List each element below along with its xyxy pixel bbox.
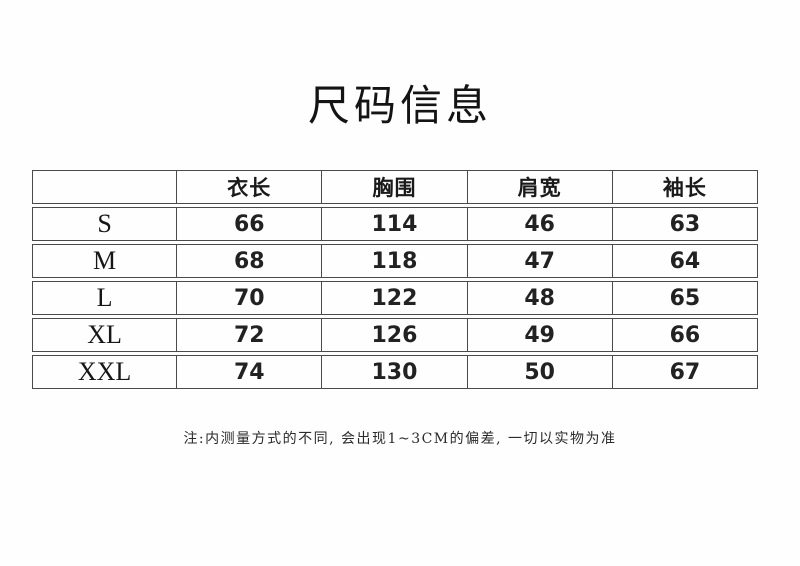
- header-sleeve-length: 袖长: [612, 170, 758, 204]
- header-empty-cell: [32, 170, 178, 204]
- size-table: 衣长 胸围 肩宽 袖长 S 66 114 46 63 M 68 118 47 6…: [32, 167, 758, 392]
- value-bust: 114: [322, 207, 468, 241]
- size-label: XXL: [32, 355, 178, 389]
- value-garment-length: 74: [177, 355, 323, 389]
- measurement-note: 注:内测量方式的不同, 会出现1~3CM的偏差, 一切以实物为准: [183, 431, 617, 447]
- size-label: M: [32, 244, 178, 278]
- table-row-l: L 70 122 48 65: [32, 281, 758, 315]
- value-bust: 122: [322, 281, 468, 315]
- value-bust: 126: [322, 318, 468, 352]
- header-shoulder-width: 肩宽: [467, 170, 613, 204]
- value-bust: 130: [322, 355, 468, 389]
- value-garment-length: 70: [177, 281, 323, 315]
- value-shoulder-width: 49: [467, 318, 613, 352]
- table-row-xl: XL 72 126 49 66: [32, 318, 758, 352]
- value-sleeve-length: 65: [612, 281, 758, 315]
- header-garment-length: 衣长: [177, 170, 323, 204]
- size-table-body: S 66 114 46 63 M 68 118 47 64 L 70 122 4…: [32, 207, 758, 389]
- header-row: 衣长 胸围 肩宽 袖长: [32, 170, 758, 204]
- size-label: XL: [32, 318, 178, 352]
- value-shoulder-width: 46: [467, 207, 613, 241]
- size-label: S: [32, 207, 178, 241]
- value-shoulder-width: 48: [467, 281, 613, 315]
- value-shoulder-width: 47: [467, 244, 613, 278]
- value-sleeve-length: 64: [612, 244, 758, 278]
- table-row-s: S 66 114 46 63: [32, 207, 758, 241]
- value-shoulder-width: 50: [467, 355, 613, 389]
- value-sleeve-length: 66: [612, 318, 758, 352]
- value-sleeve-length: 63: [612, 207, 758, 241]
- page-title: 尺码信息: [307, 81, 492, 130]
- value-garment-length: 72: [177, 318, 323, 352]
- header-bust: 胸围: [322, 170, 468, 204]
- size-table-header: 衣长 胸围 肩宽 袖长: [32, 170, 758, 204]
- table-row-xxl: XXL 74 130 50 67: [32, 355, 758, 389]
- value-sleeve-length: 67: [612, 355, 758, 389]
- value-bust: 118: [322, 244, 468, 278]
- table-row-m: M 68 118 47 64: [32, 244, 758, 278]
- size-label: L: [32, 281, 178, 315]
- value-garment-length: 66: [177, 207, 323, 241]
- value-garment-length: 68: [177, 244, 323, 278]
